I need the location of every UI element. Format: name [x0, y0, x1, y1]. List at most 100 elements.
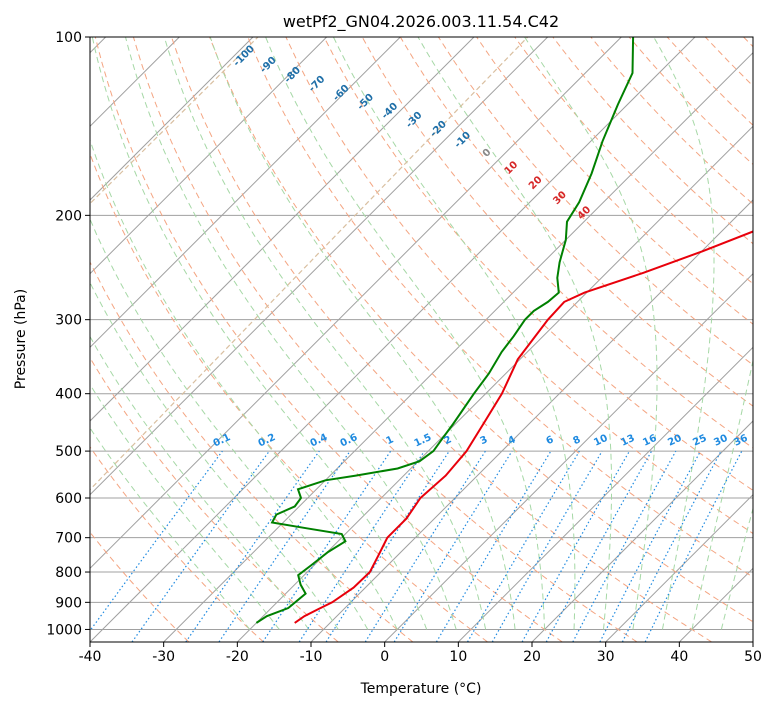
mixing-ratio-label: 13	[619, 433, 636, 449]
x-tick-label: 20	[523, 649, 541, 665]
mixing-ratio-line	[435, 450, 552, 642]
y-tick-label: 300	[55, 313, 82, 329]
isotherm-line	[163, 51, 753, 642]
mixing-ratio-label: 0.4	[309, 432, 330, 449]
mixing-ratio-line	[521, 450, 631, 642]
plot-frame	[89, 36, 754, 643]
mixing-ratio-label: 8	[571, 434, 582, 447]
y-tick-label: 200	[55, 208, 82, 224]
mixing-ratio-line	[325, 450, 450, 642]
chart-title: wetPf2_GN04.2026.003.11.54.C42	[283, 12, 559, 32]
moist-adiabat	[91, 37, 428, 630]
isotherm-label: -70	[307, 74, 328, 95]
isotherm-line	[678, 567, 753, 642]
mixing-ratio-label: 6	[544, 434, 555, 447]
y-tick-label: 700	[55, 531, 82, 547]
mixing-ratio-line	[572, 450, 677, 642]
isotherm-label: -30	[404, 110, 425, 131]
dry-adiabat	[285, 37, 753, 535]
isotherm-label: -60	[331, 83, 352, 104]
x-tick-label: 40	[670, 649, 688, 665]
isotherm-label: -10	[453, 130, 474, 151]
mixing-ratio-line	[131, 450, 270, 642]
mixing-ratio-line	[298, 450, 425, 642]
moist-adiabat	[653, 37, 715, 630]
mixing-ratio-label: 36	[732, 433, 749, 449]
isotherm-line	[90, 37, 328, 275]
dry-adiabat	[171, 37, 712, 642]
dewpoint-line	[255, 37, 635, 624]
mixing-ratio-label: 2	[442, 434, 453, 447]
y-tick-label: 100	[55, 30, 82, 46]
moist-adiabat	[90, 383, 280, 630]
isotherm-line	[605, 493, 753, 642]
dry-adiabat	[666, 37, 753, 126]
mixing-ratio-line	[90, 450, 223, 632]
mixing-ratio-label: 10	[592, 433, 609, 449]
isotherm-label: 30	[551, 189, 569, 207]
mixing-ratio-label: 4	[506, 434, 517, 447]
moist-adiabat	[90, 217, 369, 630]
moist-adiabat	[524, 37, 658, 630]
mixing-ratio-label: 1	[384, 434, 395, 447]
mixing-ratio-line	[262, 450, 392, 642]
dry-adiabat	[247, 37, 753, 578]
isotherm-line	[90, 37, 475, 422]
isotherm-line	[752, 641, 753, 642]
y-tick-label: 1000	[46, 622, 82, 638]
moist-adiabat	[90, 138, 398, 630]
y-tick-label: 600	[55, 491, 82, 507]
mixing-ratio-label: 0.2	[257, 432, 278, 449]
temperature-line	[294, 230, 753, 624]
moist-adiabat	[90, 335, 310, 630]
y-tick-label: 800	[55, 565, 82, 581]
mixing-ratio-line	[218, 450, 351, 642]
isotherm-label: -100	[231, 43, 257, 69]
isotherm-line	[90, 37, 254, 201]
reference-curve	[90, 37, 529, 491]
isotherm-label: -80	[283, 65, 304, 86]
mixing-ratio-line	[545, 450, 653, 642]
dry-adiabat	[437, 37, 753, 366]
mixing-ratio-label: 30	[712, 433, 729, 449]
isotherm-line	[531, 420, 753, 642]
mixing-ratio-label: 20	[666, 433, 683, 449]
y-tick-label: 400	[55, 387, 82, 403]
isotherm-line	[384, 272, 753, 642]
moist-adiabat	[125, 37, 457, 630]
y-tick-label: 500	[55, 444, 82, 460]
mixing-ratio-label: 25	[691, 433, 708, 449]
axes: -40 -30 -20 -10 0 10 20 30 40 5010020030040050060…	[46, 30, 762, 665]
y-axis-label: Pressure (hPa)	[13, 289, 29, 389]
x-tick-label: -20	[226, 649, 249, 665]
dry-adiabat	[90, 356, 339, 642]
dry-adiabat	[90, 260, 414, 642]
dry-adiabat	[476, 37, 753, 325]
isotherm-label: 10	[503, 159, 521, 177]
dry-adiabat	[209, 37, 753, 623]
isotherm-line	[90, 37, 696, 642]
mixing-ratio-line	[599, 450, 702, 642]
isotherm-label: -90	[258, 55, 279, 76]
isotherm-line	[90, 37, 622, 570]
mixing-ratio-label: 3	[478, 434, 489, 447]
isotherm-label: -40	[380, 101, 401, 122]
y-tick-label: 900	[55, 595, 82, 611]
x-tick-label: -10	[300, 649, 323, 665]
isotherm-label: 40	[576, 204, 594, 222]
dry-adiabat	[94, 37, 563, 642]
moist-adiabat	[209, 37, 516, 630]
isotherm-line	[90, 37, 401, 349]
mixing-ratio-label: 1.5	[413, 432, 434, 449]
isotherm-line	[236, 125, 753, 642]
mixing-ratio-line	[185, 450, 320, 642]
x-tick-label: 0	[380, 649, 389, 665]
isotherm-label: 0	[481, 147, 494, 160]
moist-adiabat	[720, 506, 753, 630]
x-tick-label: 10	[449, 649, 467, 665]
dry-adiabat	[704, 37, 753, 87]
sounding-profiles	[255, 37, 753, 624]
x-tick-label: 50	[744, 649, 762, 665]
isotherm-line	[457, 346, 753, 642]
